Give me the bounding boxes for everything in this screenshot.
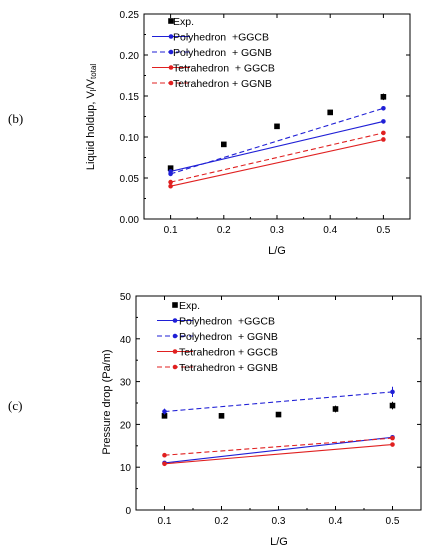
- y-tick-label: 30: [120, 378, 132, 389]
- legend-marker: [168, 49, 174, 55]
- y-tick-label: 0: [125, 506, 131, 517]
- x-tick-label: 0.3: [270, 225, 284, 236]
- legend-label: Exp.: [179, 300, 200, 312]
- series-point: [168, 179, 173, 185]
- series-point: [168, 183, 173, 189]
- series-line: [170, 138, 384, 187]
- plot-area: 0.1 0.2 0.3 0.4 0.5 0 10 20 30 40 50 Exp. Polyhedron…: [120, 292, 422, 527]
- legend-marker: [168, 80, 174, 86]
- legend-label: Exp.: [173, 16, 194, 28]
- plot-area: 0.1 0.2 0.3 0.4 0.5 0.00 0.05 0.10 0.15 0.20 0.25 E…: [120, 10, 411, 236]
- x-tick-label: 0.4: [323, 225, 337, 236]
- panel-label-b: (b): [8, 111, 23, 126]
- legend-marker: [172, 364, 178, 370]
- pressure-drop-chart: (c) Pressure drop (Pa/m) L/G 0.1 0.2 0.3 0.…: [8, 292, 422, 548]
- series-point: [390, 435, 395, 441]
- x-tick-label: 0.2: [215, 516, 229, 527]
- y-tick-label: 40: [120, 335, 132, 346]
- series-point: [162, 409, 167, 414]
- legend-label: Polyhedron + GGNB: [173, 47, 272, 59]
- y-tick-label: 0.15: [120, 92, 140, 103]
- exp-data-point: [327, 109, 333, 116]
- plot-frame: [143, 13, 411, 220]
- legend-marker: [172, 318, 178, 323]
- legend-label: Tetrahedron + GGCB: [179, 347, 278, 359]
- exp-data-point: [380, 94, 387, 100]
- exp-data-point: [389, 402, 396, 409]
- exp-data-point: [275, 411, 282, 418]
- series-point: [381, 130, 386, 136]
- x-tick-label: 0.5: [386, 516, 400, 527]
- legend-marker: [168, 18, 174, 24]
- y-tick-label: 0.10: [120, 133, 140, 144]
- legend-marker: [172, 302, 178, 308]
- legend-marker: [168, 65, 174, 70]
- x-tick-label: 0.5: [376, 225, 390, 236]
- exp-data-point: [221, 141, 227, 148]
- y-tick-label: 10: [120, 463, 132, 474]
- series-point: [168, 171, 173, 177]
- series-line: [164, 436, 393, 464]
- series-line: [170, 132, 384, 183]
- y-tick-label: 0.25: [120, 10, 140, 21]
- series-line: [164, 443, 393, 465]
- legend-label: Tetrahedron + GGNB: [173, 78, 272, 90]
- legend-label: Tetrahedron + GGNB: [179, 362, 278, 374]
- series-line: [170, 107, 384, 175]
- exp-data-point: [218, 413, 225, 419]
- x-axis-label: L/G: [268, 245, 286, 257]
- series-line: [170, 120, 384, 172]
- x-tick-label: 0.4: [329, 516, 343, 527]
- x-tick-label: 0.1: [158, 516, 172, 527]
- series-point: [390, 442, 395, 447]
- panel-label-c: (c): [8, 398, 22, 413]
- series-point: [381, 106, 386, 111]
- liquid-holdup-chart: (b) Liquid holdup, Vl/Vtotal L/G 0.1 0.2 0…: [8, 10, 411, 257]
- legend-marker: [172, 349, 178, 354]
- y-tick-label: 50: [120, 292, 132, 303]
- series-point: [390, 389, 395, 395]
- exp-data-point: [274, 123, 280, 130]
- y-axis-label: Pressure drop (Pa/m): [101, 349, 113, 454]
- series-point: [381, 137, 386, 142]
- y-tick-label: 0.05: [120, 174, 140, 185]
- legend-label: Polyhedron + GGNB: [179, 331, 278, 343]
- legend-marker: [168, 34, 174, 39]
- x-tick-label: 0.2: [217, 225, 231, 236]
- legend-marker: [172, 333, 178, 339]
- y-tick-label: 0.20: [120, 51, 140, 62]
- exp-data-point: [161, 413, 168, 419]
- series-line: [164, 437, 393, 456]
- exp-data-point: [167, 165, 174, 171]
- series-line: [164, 391, 393, 413]
- y-tick-label: 0.00: [120, 215, 140, 226]
- y-tick-label: 20: [120, 420, 132, 431]
- y-axis-label: Liquid holdup, Vl/Vtotal: [85, 64, 98, 170]
- series-point: [162, 461, 167, 467]
- legend-label: Polyhedron +GGCB: [173, 32, 269, 44]
- exp-data-point: [332, 406, 339, 412]
- plot-frame: [135, 295, 422, 511]
- x-tick-label: 0.1: [164, 225, 178, 236]
- legend-label: Tetrahedron + GGCB: [173, 63, 275, 75]
- x-axis-label: L/G: [270, 536, 288, 548]
- x-tick-label: 0.3: [272, 516, 286, 527]
- legend-label: Polyhedron +GGCB: [179, 316, 275, 328]
- series-point: [381, 119, 386, 124]
- series-point: [162, 452, 167, 458]
